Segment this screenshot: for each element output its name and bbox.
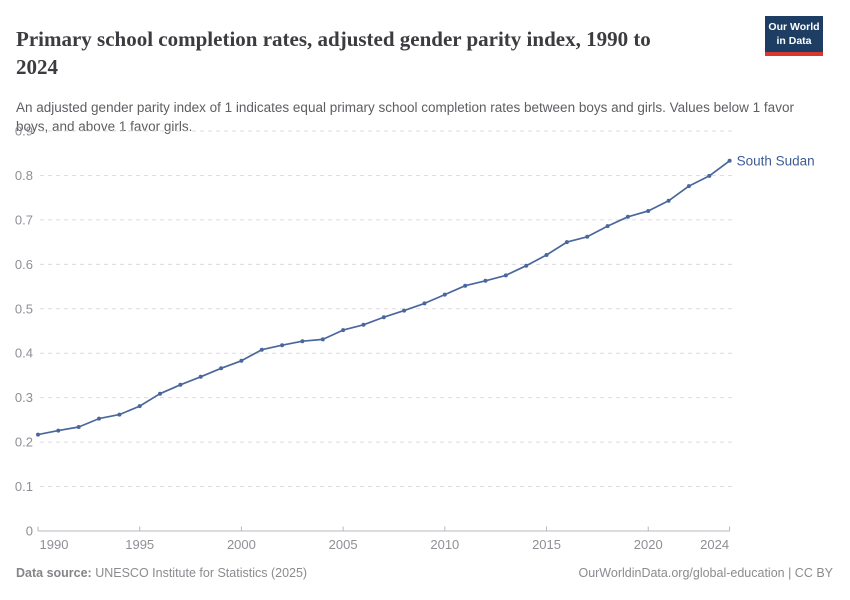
x-axis-label-2024: 2024 [700, 537, 729, 552]
x-axis-label-1995: 1995 [125, 537, 154, 552]
data-point-2000[interactable] [239, 358, 244, 363]
data-point-2016[interactable] [564, 240, 569, 245]
y-axis-label-0: 0 [26, 524, 33, 539]
page-title: Primary school completion rates, adjuste… [16, 27, 651, 80]
y-axis-label-0.8: 0.8 [15, 168, 33, 183]
data-point-2002[interactable] [280, 343, 285, 348]
owid-logo-line1: Our World [768, 21, 820, 33]
data-point-2013[interactable] [503, 273, 508, 278]
x-axis-label-2020: 2020 [634, 537, 663, 552]
data-point-2012[interactable] [483, 278, 488, 283]
data-source-label: Data source: [16, 566, 92, 580]
data-source-value: UNESCO Institute for Statistics (2025) [91, 566, 308, 580]
y-axis-label-0.5: 0.5 [15, 301, 33, 316]
x-axis-label-2005: 2005 [329, 537, 358, 552]
data-point-1990[interactable] [36, 432, 40, 437]
data-point-2018[interactable] [605, 224, 610, 229]
y-axis-label-0.2: 0.2 [15, 435, 33, 450]
owid-logo-line2: in Data [776, 34, 812, 47]
credit-link[interactable]: OurWorldinData.org/global-education | CC… [578, 566, 833, 580]
data-point-2009[interactable] [422, 301, 427, 306]
data-point-1999[interactable] [219, 366, 224, 371]
data-point-1996[interactable] [158, 391, 162, 396]
x-axis-label-1990: 1990 [40, 537, 69, 552]
entity-label[interactable]: South Sudan [737, 153, 815, 168]
data-point-2014[interactable] [524, 263, 529, 268]
data-point-2023[interactable] [707, 173, 712, 178]
data-point-2021[interactable] [666, 198, 671, 203]
data-point-2022[interactable] [686, 184, 691, 189]
x-axis-label-2010: 2010 [430, 537, 459, 552]
data-point-1991[interactable] [56, 428, 61, 433]
y-axis-label-0.6: 0.6 [15, 257, 33, 272]
data-point-1995[interactable] [137, 404, 142, 409]
data-point-2008[interactable] [402, 308, 407, 313]
owid-logo[interactable]: Our World in Data [765, 16, 823, 57]
data-point-2004[interactable] [320, 337, 325, 342]
data-point-1993[interactable] [97, 416, 101, 421]
data-point-1992[interactable] [76, 425, 81, 429]
data-source-note: Data source: UNESCO Institute for Statis… [16, 566, 307, 580]
data-point-2019[interactable] [625, 214, 630, 219]
x-axis-label-2000: 2000 [227, 537, 256, 552]
data-point-1998[interactable] [198, 374, 203, 379]
x-axis-label-2015: 2015 [532, 537, 561, 552]
data-point-1994[interactable] [117, 412, 122, 417]
data-point-2010[interactable] [442, 292, 447, 297]
data-point-2020[interactable] [646, 209, 651, 213]
data-point-2006[interactable] [361, 322, 366, 327]
data-point-2005[interactable] [341, 328, 346, 333]
chart-footer: Data source: UNESCO Institute for Statis… [16, 566, 833, 580]
data-point-2001[interactable] [259, 347, 264, 352]
data-point-2011[interactable] [463, 283, 468, 288]
data-point-2007[interactable] [381, 315, 386, 320]
y-axis-label-0.7: 0.7 [15, 212, 33, 227]
y-axis-label-0.9: 0.9 [15, 124, 33, 139]
series-line-south-sudan[interactable] [37, 159, 731, 436]
chart-subtitle: An adjusted gender parity index of 1 ind… [16, 99, 794, 135]
data-point-2017[interactable] [585, 234, 590, 239]
y-axis-label-0.4: 0.4 [15, 346, 33, 361]
data-point-1997[interactable] [178, 382, 183, 387]
data-point-2015[interactable] [544, 253, 549, 257]
data-point-2024[interactable] [727, 158, 732, 163]
y-axis-label-0.3: 0.3 [15, 390, 33, 405]
y-axis-label-0.1: 0.1 [15, 479, 33, 494]
data-point-2003[interactable] [300, 339, 305, 344]
